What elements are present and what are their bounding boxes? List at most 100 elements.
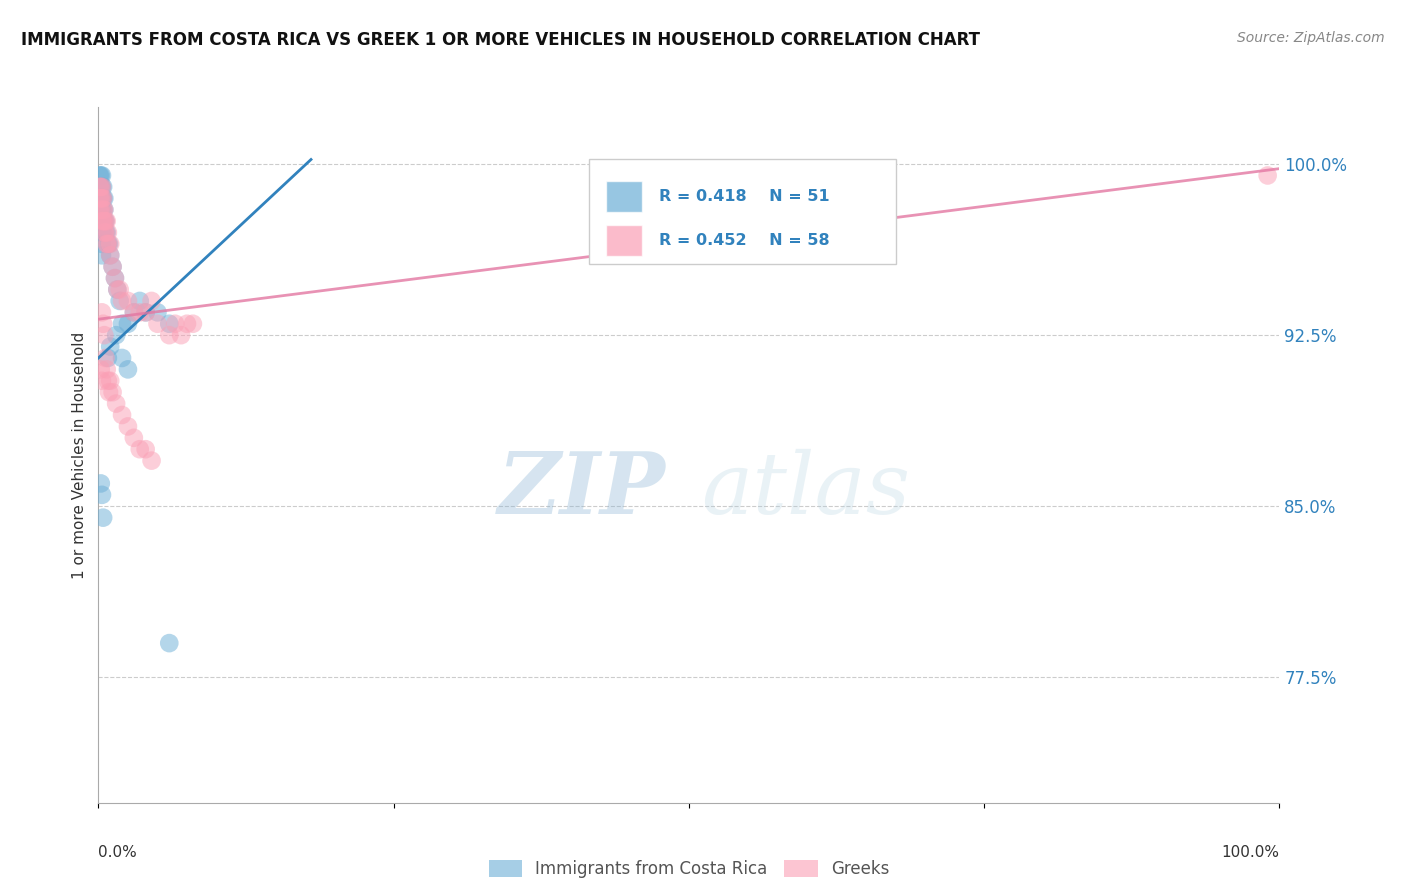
Point xyxy=(89,191,111,205)
Point xyxy=(94,214,117,228)
Point xyxy=(128,293,150,308)
Text: IMMIGRANTS FROM COSTA RICA VS GREEK 1 OR MORE VEHICLES IN HOUSEHOLD CORRELATION : IMMIGRANTS FROM COSTA RICA VS GREEK 1 OR… xyxy=(21,31,980,49)
Point xyxy=(90,191,112,205)
Point xyxy=(91,214,114,228)
Point xyxy=(101,260,124,274)
Point xyxy=(91,305,114,319)
Point xyxy=(97,374,120,388)
Point xyxy=(122,305,145,319)
Point xyxy=(96,226,118,240)
FancyBboxPatch shape xyxy=(589,159,896,263)
Point xyxy=(97,226,120,240)
Point xyxy=(93,202,115,217)
Point xyxy=(91,248,114,262)
Point xyxy=(90,202,112,217)
Point xyxy=(1257,169,1279,183)
Point xyxy=(128,305,150,319)
Point xyxy=(111,293,134,308)
Point xyxy=(108,293,131,308)
Point xyxy=(91,191,114,205)
Point xyxy=(91,214,114,228)
Point xyxy=(89,202,111,217)
Point xyxy=(98,248,121,262)
Point xyxy=(135,305,157,319)
Point xyxy=(122,305,145,319)
Point xyxy=(98,385,121,400)
Point xyxy=(97,236,120,251)
Text: Source: ZipAtlas.com: Source: ZipAtlas.com xyxy=(1237,31,1385,45)
Point xyxy=(98,236,121,251)
Point xyxy=(93,328,115,343)
Point xyxy=(141,293,163,308)
Point xyxy=(105,396,128,410)
Point xyxy=(122,431,145,445)
Point xyxy=(89,169,111,183)
Point xyxy=(170,328,193,343)
Point xyxy=(91,191,114,205)
Point xyxy=(111,317,134,331)
Legend: Immigrants from Costa Rica, Greeks: Immigrants from Costa Rica, Greeks xyxy=(482,854,896,885)
Point xyxy=(141,453,163,467)
Point xyxy=(157,317,180,331)
Point xyxy=(89,214,111,228)
FancyBboxPatch shape xyxy=(606,181,641,212)
Point xyxy=(90,180,112,194)
Point xyxy=(165,317,187,331)
Point xyxy=(101,385,124,400)
Point xyxy=(94,351,117,365)
Text: 0.0%: 0.0% xyxy=(98,845,138,860)
Point xyxy=(91,191,114,205)
Point xyxy=(91,374,114,388)
Point xyxy=(111,351,134,365)
Point xyxy=(91,236,114,251)
Point xyxy=(146,317,169,331)
Point xyxy=(89,180,111,194)
Point xyxy=(97,351,120,365)
Point xyxy=(91,226,114,240)
Point xyxy=(157,328,180,343)
Point xyxy=(108,283,131,297)
Point xyxy=(91,214,114,228)
Point xyxy=(128,442,150,457)
Point xyxy=(91,191,114,205)
Point xyxy=(91,317,114,331)
Point xyxy=(91,169,114,183)
Point xyxy=(104,271,127,285)
Text: atlas: atlas xyxy=(700,449,910,531)
Point xyxy=(93,214,115,228)
Point xyxy=(94,226,117,240)
Point xyxy=(104,271,127,285)
Text: 100.0%: 100.0% xyxy=(1222,845,1279,860)
Point xyxy=(98,340,121,354)
Point xyxy=(89,202,111,217)
Point xyxy=(90,169,112,183)
Point xyxy=(98,236,121,251)
Point xyxy=(157,636,180,650)
Point xyxy=(96,362,118,376)
Point xyxy=(97,236,120,251)
Y-axis label: 1 or more Vehicles in Household: 1 or more Vehicles in Household xyxy=(72,331,87,579)
Point xyxy=(96,236,118,251)
Point xyxy=(105,283,128,297)
Text: ZIP: ZIP xyxy=(498,448,665,532)
Point xyxy=(93,191,115,205)
Point xyxy=(90,362,112,376)
Point xyxy=(105,328,128,343)
Point xyxy=(90,180,112,194)
Point xyxy=(91,226,114,240)
Point xyxy=(146,305,169,319)
Point xyxy=(91,180,114,194)
Point xyxy=(96,214,118,228)
Point xyxy=(91,214,114,228)
Point xyxy=(91,202,114,217)
Point xyxy=(111,408,134,422)
Point xyxy=(101,260,124,274)
Point xyxy=(91,180,114,194)
Point xyxy=(90,476,112,491)
FancyBboxPatch shape xyxy=(606,225,641,256)
Point xyxy=(89,191,111,205)
Point xyxy=(93,202,115,217)
Point xyxy=(117,419,139,434)
Point xyxy=(98,374,121,388)
Point xyxy=(93,214,115,228)
